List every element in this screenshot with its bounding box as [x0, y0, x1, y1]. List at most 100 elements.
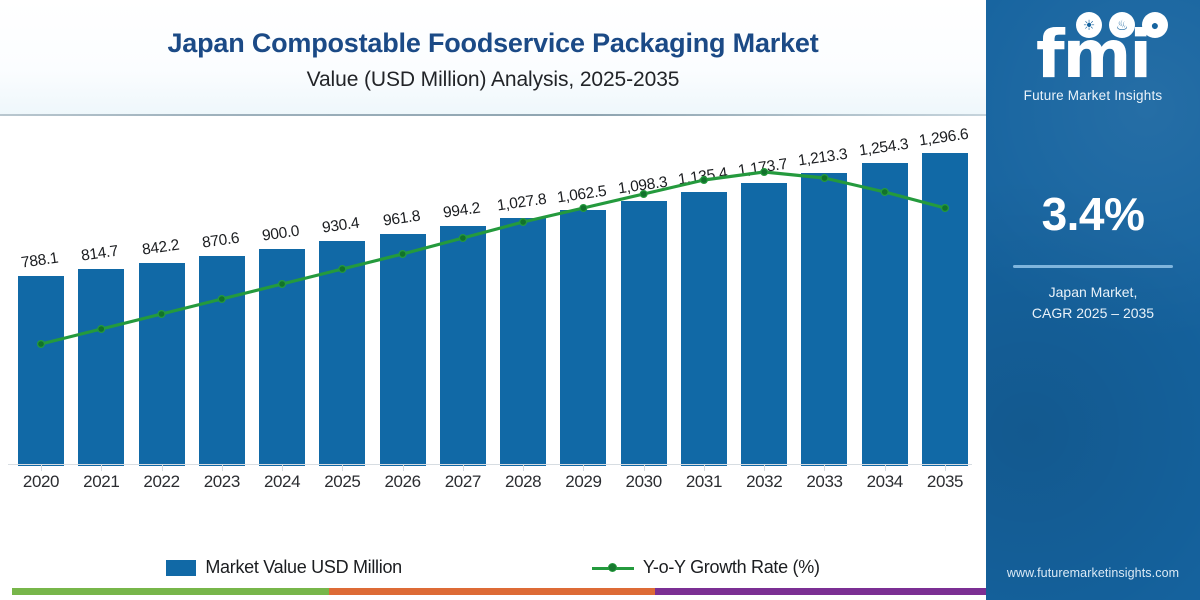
x-label-2028: 2028	[505, 472, 542, 491]
x-label-2034: 2034	[866, 472, 904, 491]
bar-2032[interactable]: 1,173.7	[737, 116, 789, 466]
page-subtitle: Value (USD Million) Analysis, 2025-2035	[306, 68, 680, 92]
bar-rect[interactable]	[922, 153, 968, 466]
bar-rect[interactable]	[801, 173, 848, 466]
bar-2026[interactable]: 961.8	[379, 116, 426, 466]
bar-2025[interactable]: 930.4	[319, 116, 366, 466]
bar-rect[interactable]	[319, 241, 366, 466]
bar-rect[interactable]	[138, 262, 185, 466]
x-label-2027: 2027	[444, 472, 482, 491]
bar-rect[interactable]	[500, 217, 547, 466]
page-title: Japan Compostable Foodservice Packaging …	[167, 27, 819, 58]
chart-card: Japan Compostable Foodservice Packaging …	[0, 0, 986, 600]
x-tick-2032	[764, 464, 766, 471]
bar-2033[interactable]: 1,213.3	[797, 116, 849, 466]
x-tick-2021	[101, 464, 103, 471]
chart-area: 788.1 814.7 842.2 870.6 900.0 930.4 961.8 994.2…	[0, 116, 986, 600]
x-tick-2030	[643, 464, 645, 471]
x-label-2023: 2023	[203, 472, 241, 491]
x-axis-line	[8, 464, 972, 465]
x-label-2026: 2026	[384, 472, 421, 491]
bar-rect[interactable]	[198, 255, 245, 466]
bar-2034[interactable]: 1,254.3	[858, 116, 909, 466]
header-divider	[0, 114, 986, 116]
bar-2023[interactable]: 870.6	[198, 116, 245, 466]
strip-segment-purple	[654, 588, 986, 595]
bar-2031[interactable]: 1,135.4	[677, 116, 728, 466]
bar-rect[interactable]	[560, 209, 607, 466]
bar-value-label: 1,213.3	[797, 145, 849, 170]
chart-icon: ●	[1142, 12, 1168, 38]
leaf-icon: ♨	[1109, 12, 1135, 38]
bar-value-label: 1,062.5	[556, 182, 608, 207]
brand-sidebar: ☀ ♨ ● fmi Future Market Insights 3.4% Ja…	[986, 0, 1200, 600]
cagr-caption-line-1: Japan Market,	[1048, 283, 1138, 300]
bar-value-label: 900.0	[261, 222, 301, 245]
bar-value-label: 994.2	[441, 199, 482, 222]
bar-rect[interactable]	[18, 275, 64, 466]
bar-2029[interactable]: 1,062.5	[556, 116, 608, 466]
x-label-2033: 2033	[806, 472, 843, 491]
bar-rect[interactable]	[861, 163, 908, 466]
x-tick-2026	[402, 464, 404, 471]
x-tick-2033	[824, 464, 826, 471]
bar-value-label: 1,098.3	[616, 173, 669, 198]
bottom-color-strip	[12, 588, 986, 595]
bar-2020[interactable]: 788.1	[18, 116, 64, 466]
logo-tagline: Future Market Insights	[1023, 87, 1163, 103]
bar-rect[interactable]	[379, 233, 426, 466]
bar-series: 788.1 814.7 842.2 870.6 900.0 930.4 961.8 994.2…	[18, 116, 969, 466]
legend-label-market-value: Market Value USD Million	[205, 557, 402, 577]
bar-value-label: 961.8	[381, 207, 421, 230]
x-tick-2020	[41, 464, 42, 471]
fmi-logo: ☀ ♨ ● fmi Future Market Insights	[993, 12, 1193, 103]
x-tick-2031	[703, 464, 705, 471]
x-label-2029: 2029	[565, 472, 602, 491]
bar-value-label: 1,027.8	[496, 190, 548, 215]
bar-2022[interactable]: 842.2	[138, 116, 185, 466]
line-marker-icon	[591, 562, 634, 574]
bar-rect[interactable]	[259, 248, 306, 466]
x-tick-2022	[161, 464, 163, 471]
x-axis-labels: 2020 2021 2022 2023 2024 2025 2026 2027 2028 2029…	[18, 472, 968, 502]
bar-2030[interactable]: 1,098.3	[617, 116, 668, 466]
plot-region: 788.1 814.7 842.2 870.6 900.0 930.4 961.8 994.2…	[0, 116, 986, 506]
bar-value-label: 814.7	[80, 242, 120, 265]
x-tick-2025	[342, 464, 344, 471]
logo-wordmark: fmi	[1035, 16, 1152, 93]
bar-value-label: 870.6	[200, 229, 241, 252]
bar-2024[interactable]: 900.0	[259, 116, 306, 466]
bar-2035[interactable]: 1,296.6	[918, 116, 969, 466]
bar-value-label: 1,296.6	[917, 125, 970, 150]
cagr-caption: Japan Market, CAGR 2025 – 2035	[1032, 282, 1154, 325]
bar-rect[interactable]	[78, 269, 125, 466]
bar-2021[interactable]: 814.7	[78, 116, 125, 466]
x-tick-2028	[523, 464, 525, 471]
legend-item-growth-rate[interactable]: Y-o-Y Growth Rate (%)	[591, 557, 820, 578]
bar-value-label: 1,173.7	[737, 155, 789, 180]
strip-segment-green	[12, 588, 329, 595]
chart-header: Japan Compostable Foodservice Packaging …	[0, 0, 986, 116]
bar-rect[interactable]	[620, 200, 667, 466]
x-label-2030: 2030	[625, 472, 663, 491]
x-label-2024: 2024	[263, 472, 301, 491]
bar-value-label: 930.4	[321, 215, 361, 238]
bar-value-label: 1,135.4	[676, 164, 729, 189]
bar-2027[interactable]: 994.2	[439, 116, 486, 466]
x-label-2022: 2022	[143, 472, 180, 491]
bar-value-label: 842.2	[140, 236, 180, 259]
bar-rect[interactable]	[680, 191, 727, 466]
website-url: www.futuremarketinsights.com	[1006, 566, 1180, 580]
bar-rect[interactable]	[439, 226, 486, 466]
bar-2028[interactable]: 1,027.8	[496, 116, 548, 466]
globe-icon: ☀	[1076, 12, 1102, 38]
x-label-2025: 2025	[324, 472, 361, 491]
bar-rect[interactable]	[741, 182, 788, 466]
cagr-divider	[1013, 264, 1173, 268]
x-label-2031: 2031	[685, 472, 723, 491]
bar-swatch-icon	[166, 559, 197, 576]
x-tick-2034	[884, 464, 886, 471]
legend-item-market-value[interactable]: Market Value USD Million	[166, 557, 402, 578]
cagr-value: 3.4%	[1041, 187, 1145, 240]
x-label-2035: 2035	[926, 472, 964, 491]
